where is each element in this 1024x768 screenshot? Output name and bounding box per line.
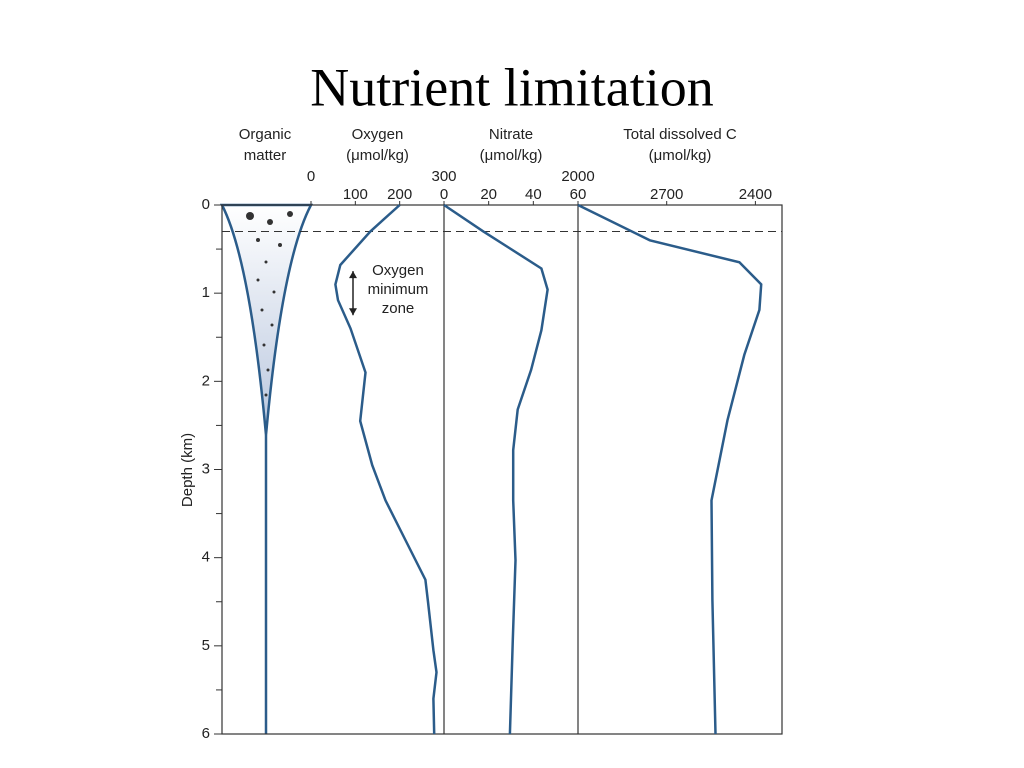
x-tick-label: 100: [343, 186, 368, 203]
y-tick-label: 4: [202, 549, 210, 566]
slide-title: Nutrient limitation: [310, 57, 713, 117]
y-axis-label: Depth (km): [179, 433, 196, 507]
panel-unit: matter: [244, 147, 287, 164]
panel-unit: (μmol/kg): [480, 147, 543, 164]
x-tick-label: 40: [525, 186, 542, 203]
x-tick-label: 20: [480, 186, 497, 203]
x-tick-label: 60: [570, 186, 587, 203]
x-tick-label: 0: [440, 186, 448, 203]
profile-line: [443, 203, 549, 735]
profile-line: [577, 203, 763, 735]
organic-matter-profile: [219, 203, 314, 436]
y-tick-label: 2: [202, 372, 210, 389]
y-tick-label: 3: [202, 460, 210, 477]
panel-unit: (μmol/kg): [346, 147, 409, 164]
plot-frame: [221, 204, 783, 735]
annotation: minimum: [368, 281, 429, 298]
x-tick-label: 300: [431, 168, 456, 185]
panel-unit: (μmol/kg): [649, 147, 712, 164]
x-tick-label: 200: [387, 186, 412, 203]
panel-title: Nitrate: [489, 126, 533, 143]
x-tick-label: 2700: [650, 186, 683, 203]
panel-title: Total dissolved C: [623, 126, 737, 143]
x-tick-label: 2000: [561, 168, 594, 185]
annotation: zone: [382, 300, 415, 317]
particles: [246, 211, 293, 397]
panel-title: Organic: [239, 126, 292, 143]
y-tick-label: 0: [202, 196, 210, 213]
x-tick-label: 2400: [739, 186, 772, 203]
profile-line: [334, 204, 438, 735]
y-tick-label: 6: [202, 725, 210, 742]
y-tick-label: 5: [202, 637, 210, 654]
panel-title: Oxygen: [352, 126, 404, 143]
y-tick-label: 1: [202, 284, 210, 301]
x-tick-label: 0: [307, 168, 315, 185]
annotation: Oxygen: [372, 262, 424, 279]
